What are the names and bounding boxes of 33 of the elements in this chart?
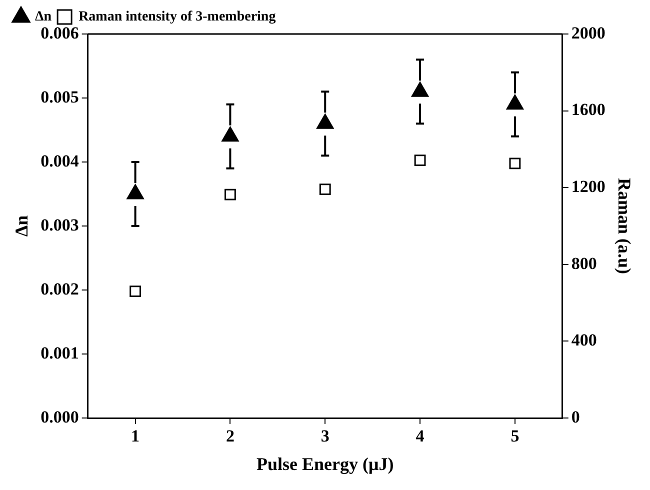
point	[130, 286, 142, 297]
x-tick-label: 3	[320, 426, 330, 446]
x-tick-label: 5	[510, 426, 520, 446]
y-tick-label: 0.003	[40, 215, 79, 234]
point	[411, 82, 429, 97]
y-axis-title: Δn	[11, 215, 32, 237]
y2-tick-label: 400	[571, 330, 597, 350]
y2-tick-label: 1600	[571, 100, 606, 120]
point	[126, 184, 144, 200]
y-tick-label: 0.002	[40, 279, 79, 298]
y-tick-label: 0.004	[40, 151, 80, 170]
legend-label: Δn	[35, 10, 52, 25]
y-tick-label: 0.006	[40, 23, 79, 42]
x-tick-label: 2	[226, 426, 234, 446]
point	[509, 158, 521, 170]
x-tick-label: 1	[131, 426, 140, 446]
y2-tick-label: 2000	[571, 23, 606, 42]
y-tick-label: 0.001	[40, 343, 79, 362]
y-tick-label: 0.000	[40, 407, 79, 426]
x-tick-label: 4	[416, 426, 425, 446]
y2-axis-title: Raman (a.u)	[614, 178, 635, 274]
point	[222, 126, 239, 142]
point	[316, 114, 334, 129]
point	[224, 188, 236, 200]
point	[506, 94, 524, 110]
point	[414, 154, 426, 166]
point	[319, 184, 331, 196]
x-axis-title: Pulse Energy (μJ)	[256, 454, 394, 474]
y2-tick-label: 1200	[571, 176, 606, 196]
legend-label: Raman intensity of 3-membering	[78, 10, 276, 25]
y2-tick-label: 800	[571, 254, 597, 273]
y2-tick-label: 0	[571, 407, 580, 426]
y-tick-label: 0.005	[40, 87, 79, 106]
